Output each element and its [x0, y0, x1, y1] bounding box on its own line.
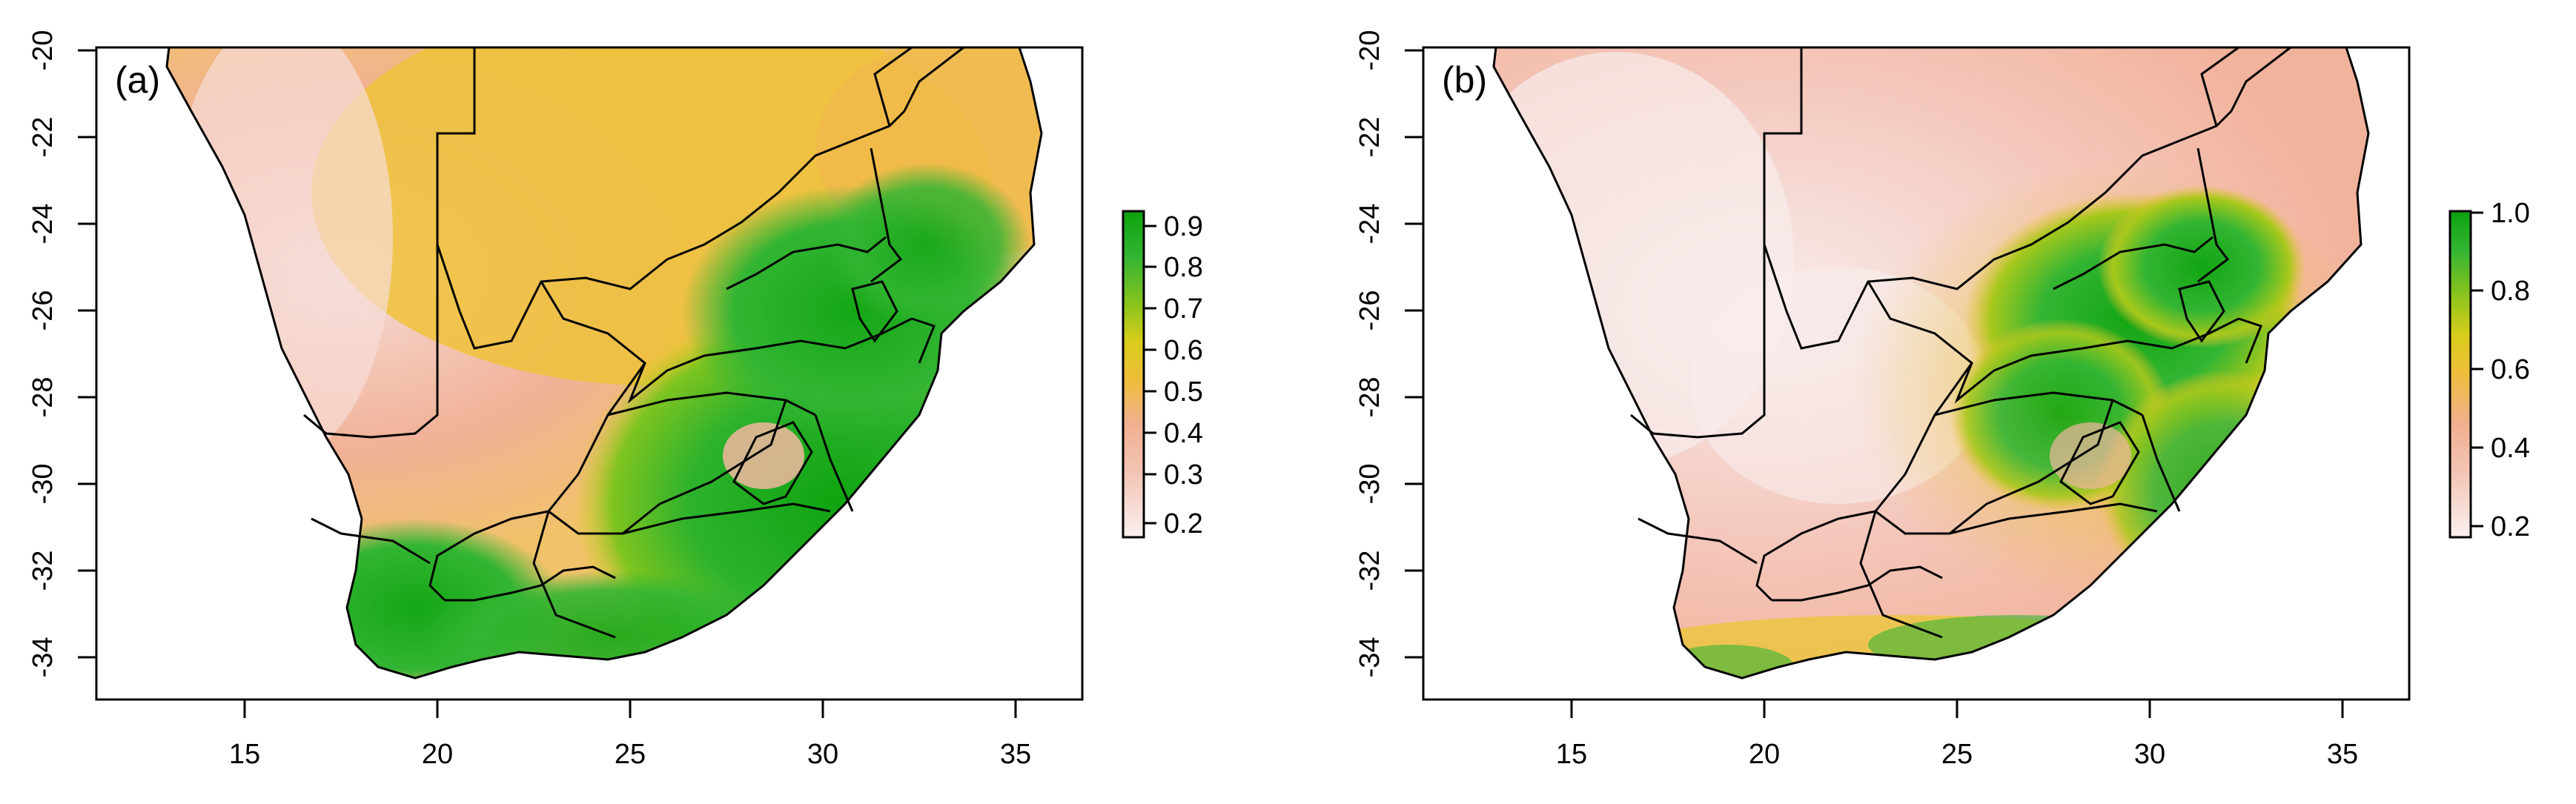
- x-tick-label: 15: [229, 739, 260, 770]
- x-tick-label: 15: [1556, 739, 1587, 770]
- y-tick-label: -24: [1354, 204, 1385, 245]
- y-tick-label: -26: [27, 290, 59, 331]
- map-panel-a: (a) -20 -22 -24 -26 -28 -30 -32 -34: [27, 30, 1203, 770]
- colorbar-tick-label: 0.5: [1164, 376, 1203, 408]
- raster-panel-b: [1494, 47, 2368, 678]
- colorbar-tick-label: 0.6: [2491, 354, 2530, 385]
- panel-label: (a): [115, 59, 160, 101]
- y-tick-label: -22: [27, 117, 59, 158]
- x-tick-label: 25: [1941, 739, 1973, 770]
- y-axis-panel-a: [78, 49, 96, 659]
- y-tick-label: -22: [1354, 117, 1385, 158]
- x-tick-label: 20: [422, 739, 453, 770]
- y-axis-panel-b: [1405, 49, 1423, 659]
- country-borders-panel-b: [1492, 46, 2370, 680]
- colorbar-tick-label: 0.2: [2491, 511, 2530, 542]
- colorbar-tick-label: 0.4: [2491, 433, 2530, 464]
- x-axis-panel-a: [243, 700, 1017, 718]
- y-tick-label: -20: [1354, 30, 1385, 71]
- x-tick-label: 35: [1000, 739, 1031, 770]
- y-tick-label: -30: [1354, 464, 1385, 505]
- colorbar-tick-label: 0.7: [1164, 293, 1203, 325]
- x-tick-label: 30: [2134, 739, 2165, 770]
- y-tick-label: -30: [27, 464, 59, 505]
- colorbar-tick-label: 0.4: [1164, 418, 1203, 449]
- colorbar-tick-label: 0.3: [1164, 459, 1203, 491]
- y-tick-label: -24: [27, 204, 59, 245]
- y-tick-label: -28: [1354, 377, 1385, 418]
- y-tick-label: -32: [1354, 551, 1385, 591]
- country-borders-panel-a: [165, 46, 1043, 680]
- plot-frame-panel-b: [1422, 46, 2411, 701]
- y-tick-label: -34: [27, 637, 59, 678]
- y-tick-label: -26: [1354, 290, 1385, 331]
- colorbar-tick-label: 0.2: [1164, 508, 1203, 539]
- colorbar-tick-label: 0.9: [1164, 211, 1203, 242]
- x-tick-label: 25: [615, 739, 646, 770]
- x-axis-panel-b: [1570, 700, 2344, 718]
- y-tick-label: -20: [27, 30, 59, 71]
- x-tick-label: 35: [2327, 739, 2358, 770]
- x-tick-label: 20: [1749, 739, 1780, 770]
- y-tick-label: -34: [1354, 637, 1385, 678]
- colorbar-panel-b: 1.0 0.8 0.6 0.4 0.2: [2448, 198, 2530, 542]
- raster-panel-a: [167, 47, 1042, 678]
- colorbar-tick-label: 0.8: [2491, 276, 2530, 307]
- y-tick-label: -28: [27, 377, 59, 418]
- map-panel-b: (b) -20 -22 -24 -26 -28 -30 -32 -34: [1354, 30, 2530, 770]
- colorbar-tick-label: 0.8: [1164, 252, 1203, 283]
- x-tick-label: 30: [807, 739, 838, 770]
- plot-frame-panel-a: [95, 46, 1084, 701]
- panel-label: (b): [1442, 59, 1487, 101]
- colorbar-tick-label: 0.6: [1164, 335, 1203, 366]
- colorbar-tick-label: 1.0: [2491, 198, 2530, 229]
- y-tick-label: -32: [27, 551, 59, 591]
- colorbar-panel-a: 0.9 0.8 0.7 0.6 0.5 0.4 0.3 0.2: [1122, 210, 1203, 539]
